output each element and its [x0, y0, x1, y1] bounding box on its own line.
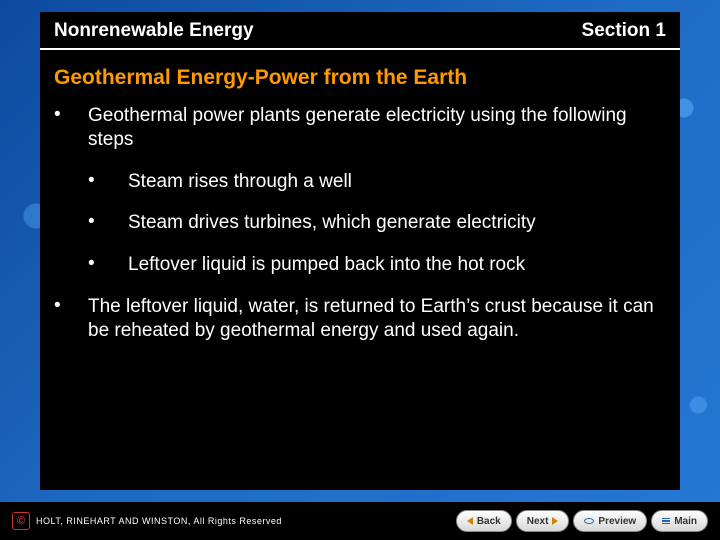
- back-button[interactable]: Back: [456, 510, 512, 532]
- bullet-text: Geothermal power plants generate electri…: [88, 104, 666, 152]
- footer-bar: © HOLT, RINEHART AND WINSTON, All Rights…: [0, 502, 720, 540]
- preview-eye-icon: [584, 518, 594, 524]
- slide-content: Nonrenewable Energy Section 1 Geothermal…: [40, 12, 680, 490]
- bullet-item: • The leftover liquid, water, is returne…: [54, 295, 666, 343]
- bullet-item: • Geothermal power plants generate elect…: [54, 104, 666, 152]
- sub-bullet-mark: •: [88, 211, 128, 235]
- sub-bullet-list: • Steam rises through a well • Steam dri…: [54, 170, 666, 277]
- header-divider: [40, 48, 680, 50]
- sub-bullet-item: • Steam rises through a well: [88, 170, 666, 194]
- main-menu-icon: [662, 518, 670, 525]
- bullet-mark: •: [54, 295, 88, 343]
- sub-bullet-mark: •: [88, 170, 128, 194]
- nav-buttons: Back Next Preview Main: [456, 510, 708, 532]
- preview-button[interactable]: Preview: [573, 510, 647, 532]
- sub-bullet-item: • Leftover liquid is pumped back into th…: [88, 253, 666, 277]
- copyright-icon: ©: [12, 512, 30, 530]
- next-label: Next: [527, 516, 549, 527]
- main-label: Main: [674, 516, 697, 527]
- sub-bullet-mark: •: [88, 253, 128, 277]
- next-button[interactable]: Next: [516, 510, 570, 532]
- sub-bullet-text: Steam drives turbines, which generate el…: [128, 211, 536, 235]
- copyright: © HOLT, RINEHART AND WINSTON, All Rights…: [12, 512, 282, 530]
- copyright-text: HOLT, RINEHART AND WINSTON, All Rights R…: [36, 516, 282, 526]
- sub-bullet-text: Leftover liquid is pumped back into the …: [128, 253, 525, 277]
- back-arrow-icon: [467, 517, 473, 525]
- bullet-text: The leftover liquid, water, is returned …: [88, 295, 666, 343]
- sub-bullet-text: Steam rises through a well: [128, 170, 352, 194]
- sub-bullet-item: • Steam drives turbines, which generate …: [88, 211, 666, 235]
- bullet-mark: •: [54, 104, 88, 152]
- preview-label: Preview: [598, 516, 636, 527]
- main-button[interactable]: Main: [651, 510, 708, 532]
- next-arrow-icon: [552, 517, 558, 525]
- header-right: Section 1: [582, 20, 666, 42]
- slide-body: • Geothermal power plants generate elect…: [40, 104, 680, 342]
- slide-title: Geothermal Energy-Power from the Earth: [40, 60, 680, 104]
- back-label: Back: [477, 516, 501, 527]
- header-left: Nonrenewable Energy: [54, 20, 254, 42]
- slide-header: Nonrenewable Energy Section 1: [40, 12, 680, 48]
